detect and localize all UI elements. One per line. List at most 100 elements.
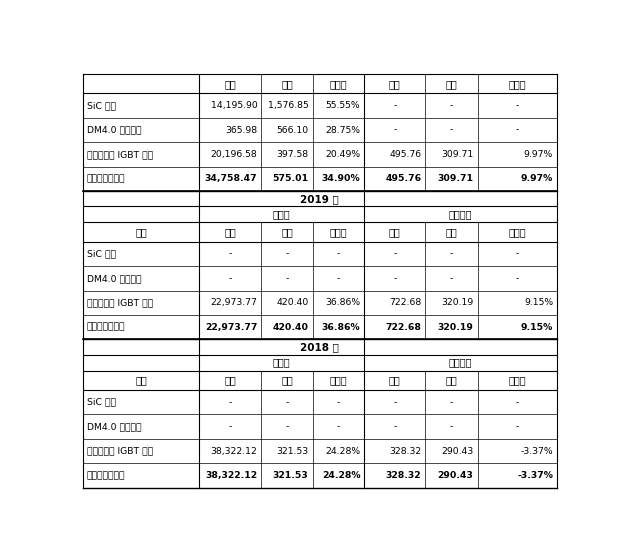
Text: 毛利率: 毛利率 (329, 79, 347, 89)
Text: -: - (337, 422, 340, 431)
Text: 单价: 单价 (281, 227, 293, 237)
Text: 收入: 收入 (224, 79, 237, 89)
Text: -: - (450, 101, 453, 110)
Text: DM4.0 混动模块: DM4.0 混动模块 (87, 126, 141, 135)
Text: 2019 年: 2019 年 (301, 194, 339, 203)
Text: 290.43: 290.43 (441, 446, 474, 456)
Text: 毛利率: 毛利率 (508, 79, 526, 89)
Text: 单价: 单价 (445, 375, 457, 385)
Text: 毛利率: 毛利率 (508, 227, 526, 237)
Text: 收入: 收入 (389, 227, 401, 237)
Text: 单价: 单价 (281, 375, 293, 385)
Text: -: - (450, 126, 453, 135)
Text: 毛利率: 毛利率 (329, 227, 347, 237)
Text: DM4.0 混动模块: DM4.0 混动模块 (87, 274, 141, 283)
Text: 毛利率: 毛利率 (329, 375, 347, 385)
Text: 321.53: 321.53 (276, 446, 309, 456)
Text: -: - (285, 274, 288, 283)
Text: 321.53: 321.53 (273, 471, 309, 480)
Text: -: - (285, 249, 288, 258)
Text: -: - (337, 249, 340, 258)
Text: 22,973.77: 22,973.77 (205, 323, 258, 331)
Text: -: - (450, 422, 453, 431)
Text: 320.19: 320.19 (438, 323, 474, 331)
Text: 非关联方: 非关联方 (449, 358, 472, 368)
Text: 22,973.77: 22,973.77 (211, 298, 258, 307)
Text: 9.15%: 9.15% (524, 298, 553, 307)
Text: 20.49%: 20.49% (325, 150, 360, 159)
Text: 566.10: 566.10 (276, 126, 309, 135)
Text: 328.32: 328.32 (389, 446, 421, 456)
Text: SiC 模块: SiC 模块 (87, 398, 115, 406)
Text: 36.86%: 36.86% (322, 323, 360, 331)
Text: 关联方: 关联方 (273, 358, 290, 368)
Text: 24.28%: 24.28% (322, 471, 360, 480)
Text: 9.97%: 9.97% (520, 174, 553, 183)
Text: 单价: 单价 (445, 227, 457, 237)
Text: 关联方: 关联方 (273, 210, 290, 219)
Text: 36.86%: 36.86% (325, 298, 360, 307)
Text: -3.37%: -3.37% (517, 471, 553, 480)
Text: -: - (450, 249, 453, 258)
Text: 328.32: 328.32 (386, 471, 421, 480)
Text: 28.75%: 28.75% (325, 126, 360, 135)
Text: 其他车规级 IGBT 模块: 其他车规级 IGBT 模块 (87, 150, 153, 159)
Text: 项目: 项目 (135, 227, 147, 237)
Text: -: - (450, 398, 453, 406)
Text: 420.40: 420.40 (272, 323, 309, 331)
Text: 其他车规级 IGBT 模块: 其他车规级 IGBT 模块 (87, 446, 153, 456)
Text: 24.28%: 24.28% (325, 446, 360, 456)
Text: -3.37%: -3.37% (520, 446, 553, 456)
Text: 309.71: 309.71 (438, 174, 474, 183)
Text: 单价: 单价 (445, 79, 457, 89)
Text: 320.19: 320.19 (441, 298, 474, 307)
Text: -: - (229, 422, 232, 431)
Text: 车规级模块合计: 车规级模块合计 (87, 471, 125, 480)
Text: 非关联方: 非关联方 (449, 210, 472, 219)
Text: -: - (515, 126, 519, 135)
Text: 其他车规级 IGBT 模块: 其他车规级 IGBT 模块 (87, 298, 153, 307)
Text: 38,322.12: 38,322.12 (205, 471, 258, 480)
Text: DM4.0 混动模块: DM4.0 混动模块 (87, 422, 141, 431)
Text: 收入: 收入 (389, 375, 401, 385)
Text: 20,196.58: 20,196.58 (211, 150, 258, 159)
Text: 14,195.90: 14,195.90 (211, 101, 258, 110)
Text: -: - (515, 101, 519, 110)
Text: 722.68: 722.68 (385, 323, 421, 331)
Text: -: - (229, 398, 232, 406)
Text: 34.90%: 34.90% (322, 174, 360, 183)
Text: -: - (515, 398, 519, 406)
Text: 575.01: 575.01 (272, 174, 309, 183)
Text: -: - (393, 101, 397, 110)
Text: 车规级模块合计: 车规级模块合计 (87, 323, 125, 331)
Text: -: - (393, 422, 397, 431)
Text: 55.55%: 55.55% (326, 101, 360, 110)
Text: 收入: 收入 (389, 79, 401, 89)
Text: 34,758.47: 34,758.47 (205, 174, 258, 183)
Text: -: - (393, 398, 397, 406)
Text: -: - (337, 398, 340, 406)
Text: 365.98: 365.98 (226, 126, 258, 135)
Text: 9.97%: 9.97% (524, 150, 553, 159)
Text: -: - (285, 398, 288, 406)
Text: SiC 模块: SiC 模块 (87, 101, 115, 110)
Text: -: - (393, 126, 397, 135)
Text: -: - (515, 274, 519, 283)
Text: 车规级模块合计: 车规级模块合计 (87, 174, 125, 183)
Text: 722.68: 722.68 (389, 298, 421, 307)
Text: 2018 年: 2018 年 (301, 342, 339, 352)
Text: 290.43: 290.43 (438, 471, 474, 480)
Text: 495.76: 495.76 (389, 150, 421, 159)
Text: -: - (393, 274, 397, 283)
Text: 收入: 收入 (224, 375, 237, 385)
Text: 397.58: 397.58 (276, 150, 309, 159)
Text: -: - (337, 274, 340, 283)
Text: -: - (515, 422, 519, 431)
Text: 420.40: 420.40 (276, 298, 309, 307)
Text: 单价: 单价 (281, 79, 293, 89)
Text: -: - (229, 274, 232, 283)
Text: 收入: 收入 (224, 227, 237, 237)
Text: -: - (450, 274, 453, 283)
Text: 毛利率: 毛利率 (508, 375, 526, 385)
Text: SiC 模块: SiC 模块 (87, 249, 115, 258)
